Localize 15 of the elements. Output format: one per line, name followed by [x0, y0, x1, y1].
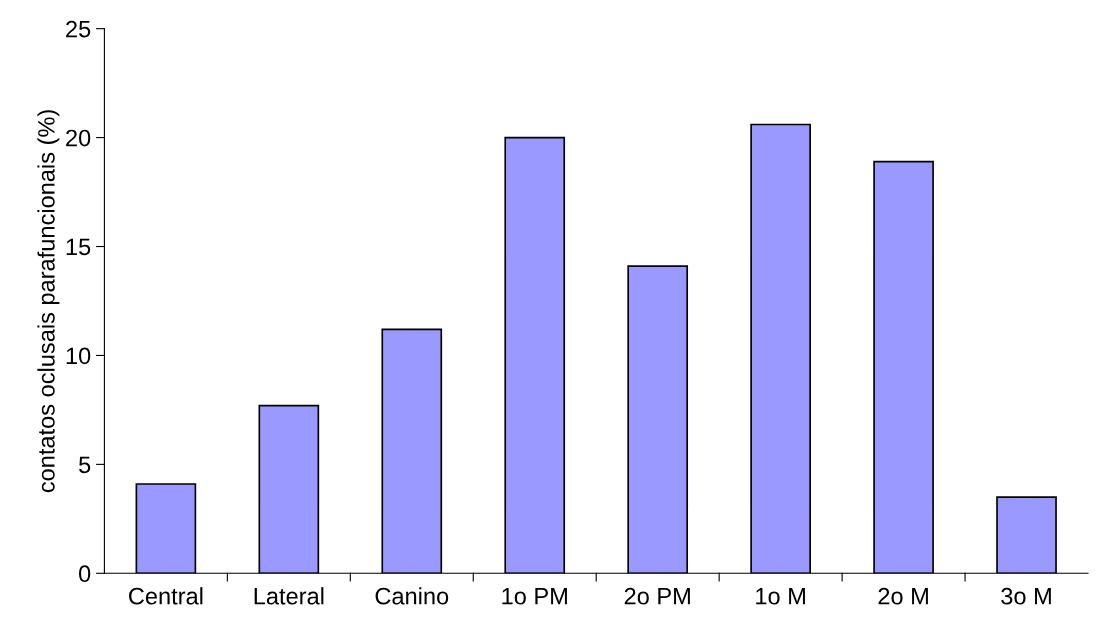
x-tick-label: 1o M — [756, 588, 805, 605]
x-tick-label: 2o M — [878, 587, 928, 605]
x-tick-label: Lateral — [254, 587, 324, 605]
y-tick-label: 5 — [79, 456, 91, 474]
y-tick-label: 0 — [79, 565, 91, 583]
y-tick-label: 10 — [66, 347, 91, 365]
y-axis-title: contatos oclusais parafuncionais (%) — [37, 110, 60, 493]
y-tick-label: 25 — [66, 20, 91, 38]
x-tick-label: 2o PM — [624, 587, 690, 605]
x-tick-label: 3o M — [1001, 587, 1051, 605]
y-tick-label: 15 — [66, 238, 91, 256]
x-tick-label: Central — [129, 587, 203, 605]
y-tick-label: 20 — [66, 129, 91, 147]
x-tick-label: 1o PM — [502, 588, 567, 605]
x-tick-label: Canino — [375, 587, 449, 605]
